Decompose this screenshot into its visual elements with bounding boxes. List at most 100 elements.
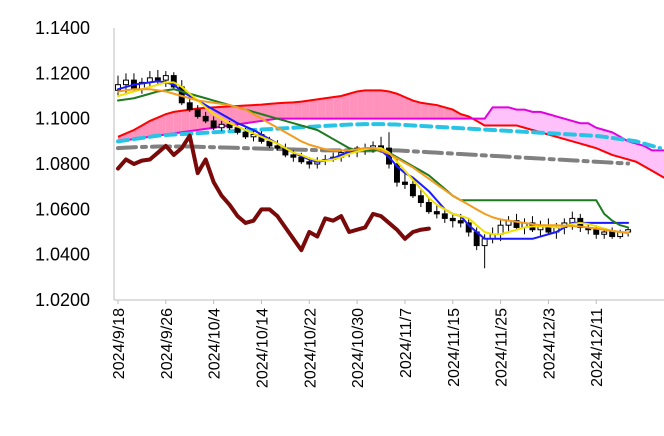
candle-body bbox=[170, 75, 177, 88]
cloud-segment bbox=[269, 103, 278, 120]
cloud-segment bbox=[165, 111, 174, 135]
candle-body bbox=[194, 109, 201, 117]
y-tick-label: 1.0800 bbox=[35, 154, 90, 174]
y-tick-label: 1.0400 bbox=[35, 245, 90, 265]
cloud-segment bbox=[293, 101, 302, 119]
cloud-segment bbox=[365, 90, 374, 119]
x-tick-label: 2024/11/15 bbox=[446, 308, 463, 387]
cloud-segment bbox=[572, 120, 581, 144]
cloud-segment bbox=[420, 102, 429, 119]
candle-body bbox=[513, 220, 520, 228]
candle-body bbox=[298, 156, 305, 163]
x-tick-label: 2024/10/4 bbox=[207, 308, 224, 379]
series-kijun bbox=[117, 88, 630, 229]
x-tick-label: 2024/10/30 bbox=[350, 308, 367, 388]
x-tick-label: 2024/12/3 bbox=[541, 308, 558, 379]
cloud-segment bbox=[173, 110, 182, 134]
series-ma-mid bbox=[117, 88, 630, 235]
candle-body bbox=[441, 213, 448, 219]
candle-body bbox=[154, 77, 161, 81]
cloud-segment bbox=[181, 109, 190, 133]
cloud-segment bbox=[444, 107, 453, 119]
candle-body bbox=[226, 123, 233, 129]
candle-body bbox=[609, 231, 616, 238]
candle-body bbox=[290, 154, 297, 158]
cloud-segment bbox=[389, 91, 397, 119]
cloud-segment bbox=[508, 107, 517, 126]
x-tick-label: 2024/12/11 bbox=[589, 308, 606, 387]
candle-body bbox=[457, 220, 464, 224]
cloud-segment bbox=[325, 97, 334, 119]
candle bbox=[441, 209, 448, 223]
indicator-lines bbox=[116, 80, 630, 253]
cloud-segment bbox=[596, 127, 605, 152]
candle bbox=[146, 71, 153, 87]
cloud-segment bbox=[436, 105, 445, 119]
candle bbox=[234, 123, 241, 135]
cloud-segment bbox=[492, 107, 501, 126]
candle-body bbox=[306, 161, 313, 165]
cloud-segment bbox=[149, 117, 158, 137]
cloud-segment bbox=[357, 90, 366, 119]
series-chikou bbox=[116, 133, 431, 253]
candle bbox=[202, 111, 209, 124]
candle bbox=[601, 229, 608, 239]
cloud-segment bbox=[373, 90, 382, 119]
x-tick-label: 2024/10/22 bbox=[302, 308, 319, 388]
cloud-segment bbox=[500, 107, 509, 126]
cloud-segment bbox=[620, 136, 629, 160]
cloud-segment bbox=[277, 102, 286, 119]
candle bbox=[282, 143, 289, 158]
candle bbox=[433, 204, 440, 219]
cloud-segment bbox=[652, 150, 660, 176]
candle bbox=[449, 213, 456, 228]
candle bbox=[497, 218, 504, 242]
candle bbox=[115, 75, 121, 96]
candle-body bbox=[210, 120, 217, 129]
candle bbox=[210, 116, 217, 130]
cloud-segment bbox=[428, 103, 437, 119]
cloud-segment bbox=[396, 93, 405, 119]
candle bbox=[593, 225, 600, 239]
y-axis-ticks: 1.1400 1.1200 1.1000 1.0800 1.0600 1.0400 1.02… bbox=[35, 18, 90, 310]
candle bbox=[314, 157, 321, 169]
series-ma-long-cyan bbox=[116, 122, 662, 151]
candle bbox=[537, 220, 544, 237]
candle bbox=[417, 188, 424, 208]
cloud-segment bbox=[516, 109, 525, 128]
cloud-segment bbox=[317, 98, 326, 119]
candle bbox=[138, 77, 145, 94]
cloud-segment bbox=[644, 145, 653, 171]
candle bbox=[401, 173, 408, 189]
y-tick-label: 1.1200 bbox=[35, 63, 90, 83]
cloud-segment bbox=[628, 141, 637, 162]
cloud-segment bbox=[237, 105, 246, 125]
cloud-segment bbox=[532, 111, 541, 133]
candle-body bbox=[449, 217, 456, 222]
candle bbox=[489, 227, 496, 244]
cloud-segment bbox=[636, 143, 645, 167]
candle bbox=[409, 179, 416, 198]
x-tick-label: 2024/10/14 bbox=[254, 308, 271, 388]
y-tick-label: 1.0200 bbox=[35, 290, 90, 310]
candle bbox=[162, 71, 169, 87]
candle-body bbox=[417, 195, 424, 204]
cloud-segment bbox=[301, 100, 310, 119]
candle-body bbox=[401, 181, 408, 185]
cloud-segment bbox=[540, 111, 549, 135]
candle bbox=[386, 132, 392, 169]
candle bbox=[505, 216, 512, 232]
candle-body bbox=[481, 238, 488, 247]
candle-body bbox=[266, 140, 273, 147]
cloud-segment bbox=[349, 91, 358, 119]
candle-body bbox=[593, 229, 600, 235]
candle bbox=[194, 105, 201, 119]
y-tick-label: 1.1000 bbox=[35, 109, 90, 129]
x-tick-label: 2024/11/25 bbox=[494, 308, 511, 387]
candlesticks bbox=[115, 69, 632, 269]
cloud-segment bbox=[341, 93, 350, 119]
candle-body bbox=[218, 123, 225, 129]
cloud-segment bbox=[412, 100, 421, 119]
candle-body bbox=[186, 102, 193, 111]
